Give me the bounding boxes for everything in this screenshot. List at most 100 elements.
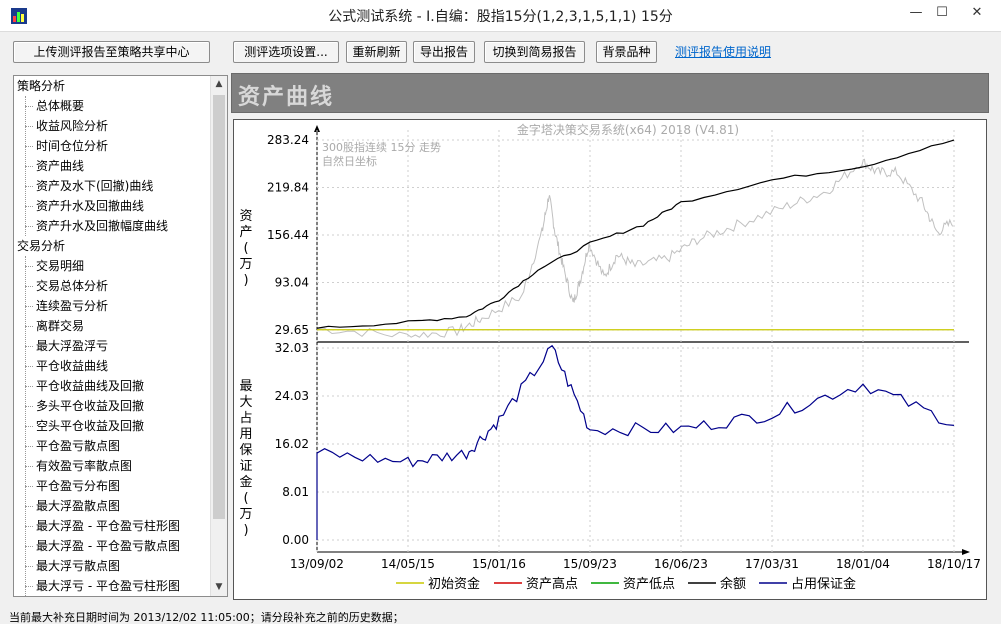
y-tick-label: 93.04 (275, 276, 309, 290)
section-title: 资产曲线 (238, 85, 335, 110)
legend-item: 余额 (720, 576, 746, 592)
y-tick-label: 24.03 (275, 389, 309, 403)
tree-item[interactable]: 最大浮盈浮亏 (36, 339, 109, 353)
report-panel: 资产曲线 283.24 219.84 156.44 93.04 29.65 32.03 24… (231, 73, 989, 600)
tree-item[interactable]: 空头平仓收益及回撤 (36, 419, 145, 433)
tree-item[interactable]: 资产及水下(回撤)曲线 (36, 179, 154, 193)
legend-item: 初始资金 (428, 576, 480, 592)
y-axis-label: 资产(万) (239, 209, 252, 288)
scroll-up-icon[interactable]: ▲ (215, 79, 223, 89)
tree-connector (25, 126, 33, 127)
legend-item: 资产高点 (526, 576, 578, 592)
y-tick-label: 8.01 (282, 485, 309, 499)
tree-connector (25, 546, 33, 547)
tree-item[interactable]: 平仓盈亏散点图 (36, 439, 121, 453)
tree-connector (25, 486, 33, 487)
tree-item[interactable]: 交易总体分析 (36, 279, 109, 293)
evaluation-options-button[interactable]: 测评选项设置... (233, 41, 339, 63)
tree-item[interactable]: 总体概要 (36, 99, 85, 113)
tree-connector (25, 326, 33, 327)
tree-connector (25, 106, 33, 107)
title-bar: 公式测试系统 - I.自编：股指15分(1,2,3,1,5,1,1) 15分 —… (0, 0, 1001, 32)
export-report-button[interactable]: 导出报告 (413, 41, 475, 63)
tree-connector (25, 446, 33, 447)
y-tick-label: 156.44 (267, 228, 309, 242)
tree-connector (25, 306, 33, 307)
x-tick-label: 18/10/17 (927, 557, 981, 571)
window-title: 公式测试系统 - I.自编：股指15分(1,2,3,1,5,1,1) 15分 (328, 9, 673, 25)
y-axis-arrow-icon (314, 125, 320, 132)
legend-item: 资产低点 (623, 577, 675, 592)
tree-item[interactable]: 最大浮盈 - 平仓盈亏柱形图 (36, 519, 180, 533)
tree-connector (25, 166, 33, 167)
app-icon (11, 8, 27, 24)
x-tick-label: 13/09/02 (290, 557, 344, 571)
scroll-thumb[interactable] (213, 95, 225, 519)
tree-item[interactable]: 平仓收益曲线 (36, 359, 109, 373)
x-tick-label: 15/09/23 (563, 557, 617, 571)
tree-item[interactable]: 最大浮盈 - 平仓盈亏散点图 (36, 539, 180, 553)
upload-report-button[interactable]: 上传测评报告至策略共享中心 (13, 41, 210, 63)
tree-item[interactable]: 资产升水及回撤曲线 (36, 199, 145, 213)
tree-connector (25, 586, 33, 587)
tree-item[interactable]: 时间仓位分析 (36, 139, 109, 153)
background-price-line (316, 158, 954, 338)
tree-connector (25, 386, 33, 387)
tree-item[interactable]: 有效盈亏率散点图 (36, 459, 133, 473)
tree-connector (25, 566, 33, 567)
y-axis-label: 最大占用保证金(万) (239, 379, 252, 538)
close-button[interactable]: ✕ (971, 5, 983, 20)
tree-connector (25, 506, 33, 507)
report-tree: 策略分析 总体概要 收益风险分析 时间仓位分析 资产曲线 资产及水下(回撤)曲线 资产升水及… (13, 75, 228, 597)
tree-item[interactable]: 多头平仓收益及回撤 (36, 399, 145, 413)
tree-item[interactable]: 连续盈亏分析 (36, 299, 109, 313)
chart-subtitle: 自然日坐标 (322, 154, 377, 168)
background-symbol-button[interactable]: 背景品种 (596, 41, 657, 63)
refresh-button[interactable]: 重新刷新 (346, 41, 407, 63)
tree-item[interactable]: 平仓收益曲线及回撤 (36, 379, 145, 393)
tree-connector (25, 426, 33, 427)
status-bar: 当前最大补充日期时间为 2013/12/02 11:05:00；请分段补充之前的… (9, 612, 404, 624)
tree-item[interactable]: 最大浮亏 - 平仓盈亏柱形图 (36, 579, 180, 593)
margin-line (316, 344, 955, 540)
tree-connector (25, 186, 33, 187)
y-tick-label: 32.03 (275, 341, 309, 355)
legend-item: 占用保证金 (791, 576, 856, 592)
tree-item[interactable]: 资产升水及回撤幅度曲线 (36, 219, 169, 233)
tree-connector (25, 346, 33, 347)
tree-connector (25, 526, 33, 527)
scroll-down-icon[interactable]: ▼ (215, 582, 223, 592)
tree-scrollbar[interactable]: ▲ ▼ (210, 76, 227, 596)
tree-group[interactable]: 交易分析 (17, 239, 66, 253)
tree-connector (25, 366, 33, 367)
tree-connector (25, 466, 33, 467)
y-tick-label: 283.24 (267, 133, 309, 147)
y-tick-label: 219.84 (267, 181, 309, 195)
section-header: 资产曲线 (231, 73, 989, 113)
tree-item[interactable]: 收益风险分析 (36, 119, 109, 133)
tree-item[interactable]: 资产曲线 (36, 159, 85, 173)
x-tick-label: 15/01/16 (472, 557, 526, 571)
y-tick-label: 16.02 (275, 437, 309, 451)
maximize-button[interactable]: ☐ (936, 5, 948, 20)
tree-connector (25, 146, 33, 147)
chart-subtitle: 300股指连续 15分 走势 (322, 140, 441, 154)
equity-chart: 283.24 219.84 156.44 93.04 29.65 32.03 24.03 16… (233, 119, 987, 600)
tree-connector (25, 266, 33, 267)
tree-group[interactable]: 策略分析 (17, 79, 66, 93)
balance-line (316, 139, 955, 329)
chart-canvas: 283.24 219.84 156.44 93.04 29.65 32.03 24.03 16… (239, 122, 981, 592)
tree-item[interactable]: 离群交易 (36, 319, 85, 333)
x-tick-label: 18/01/04 (836, 557, 890, 571)
report-help-link[interactable]: 测评报告使用说明 (675, 45, 772, 59)
simple-report-button[interactable]: 切换到简易报告 (484, 41, 585, 63)
minimize-button[interactable]: — (909, 5, 923, 20)
x-tick-label: 16/06/23 (654, 557, 708, 571)
tree-connector (25, 206, 33, 207)
tree-item[interactable]: 平仓盈亏分布图 (36, 479, 121, 493)
tree-item[interactable]: 最大浮亏散点图 (36, 559, 121, 573)
chart-watermark: 金字塔决策交易系统(x64) 2018 (V4.81) (517, 122, 739, 137)
tree-item[interactable]: 交易明细 (36, 259, 85, 273)
tree-item[interactable]: 最大浮盈散点图 (36, 499, 121, 513)
x-tick-label: 17/03/31 (745, 557, 799, 571)
